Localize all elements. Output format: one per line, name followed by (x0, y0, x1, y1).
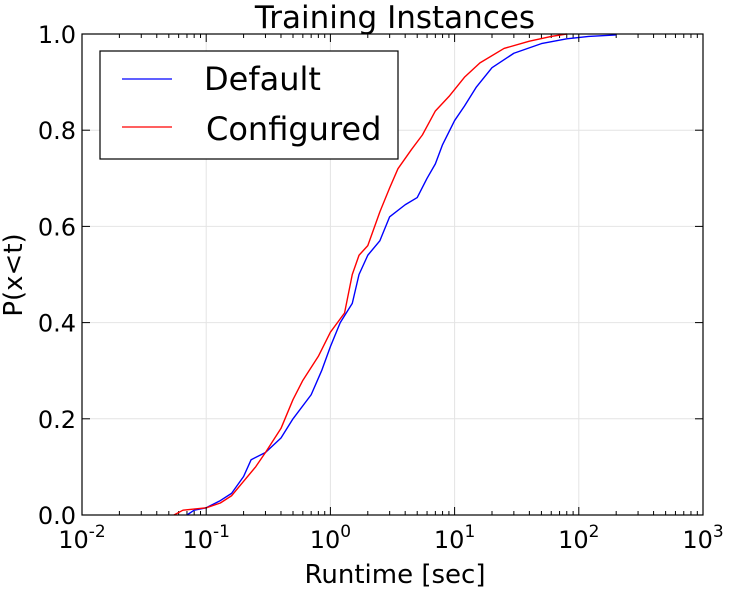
x-tick-exponent: 0 (340, 522, 351, 542)
x-tick-exponent: -2 (89, 522, 106, 542)
legend-label-configured: Configured (206, 110, 381, 148)
x-tick-label: 102 (558, 522, 599, 554)
chart-title: Training Instances (254, 0, 535, 36)
x-tick-label: 10-1 (182, 522, 230, 554)
x-tick-exponent: 3 (713, 522, 724, 542)
x-tick-base: 10 (682, 526, 713, 554)
minor-ticks (118, 34, 698, 515)
series-line-configured (173, 33, 567, 516)
y-tick-label: 1.0 (38, 21, 76, 49)
major-ticks (81, 33, 704, 516)
x-tick-label: 101 (434, 522, 475, 554)
x-tick-label: 103 (682, 522, 723, 554)
x-tick-exponent: 1 (464, 522, 475, 542)
y-tick-label: 0.2 (38, 406, 76, 434)
series-layer (173, 33, 617, 516)
y-tick-label: 0.8 (38, 117, 76, 145)
legend: Default Configured (99, 50, 399, 160)
x-tick-exponent: 2 (589, 522, 600, 542)
y-axis-label: P(x<t) (0, 233, 29, 316)
legend-box (99, 50, 399, 160)
x-tick-label: 10-2 (58, 522, 106, 554)
y-tick-label: 0.6 (38, 213, 76, 241)
x-tick-base: 10 (434, 526, 465, 554)
legend-label-default: Default (204, 60, 321, 98)
x-tick-base: 10 (182, 526, 213, 554)
x-tick-base: 10 (558, 526, 589, 554)
y-tick-label: 0.4 (38, 310, 76, 338)
plot-frame (81, 33, 704, 516)
x-axis-label: Runtime [sec] (305, 560, 486, 590)
x-tick-labels: 10-2 10-1 100 101 102 103 (58, 522, 723, 554)
x-tick-exponent: -1 (213, 522, 230, 542)
series-line-default (186, 34, 617, 516)
y-tick-labels: 0.0 0.2 0.4 0.6 0.8 1.0 (38, 21, 76, 530)
x-tick-label: 100 (310, 522, 351, 554)
x-tick-base: 10 (310, 526, 341, 554)
x-tick-base: 10 (58, 526, 89, 554)
y-tick-label: 0.0 (38, 502, 76, 530)
